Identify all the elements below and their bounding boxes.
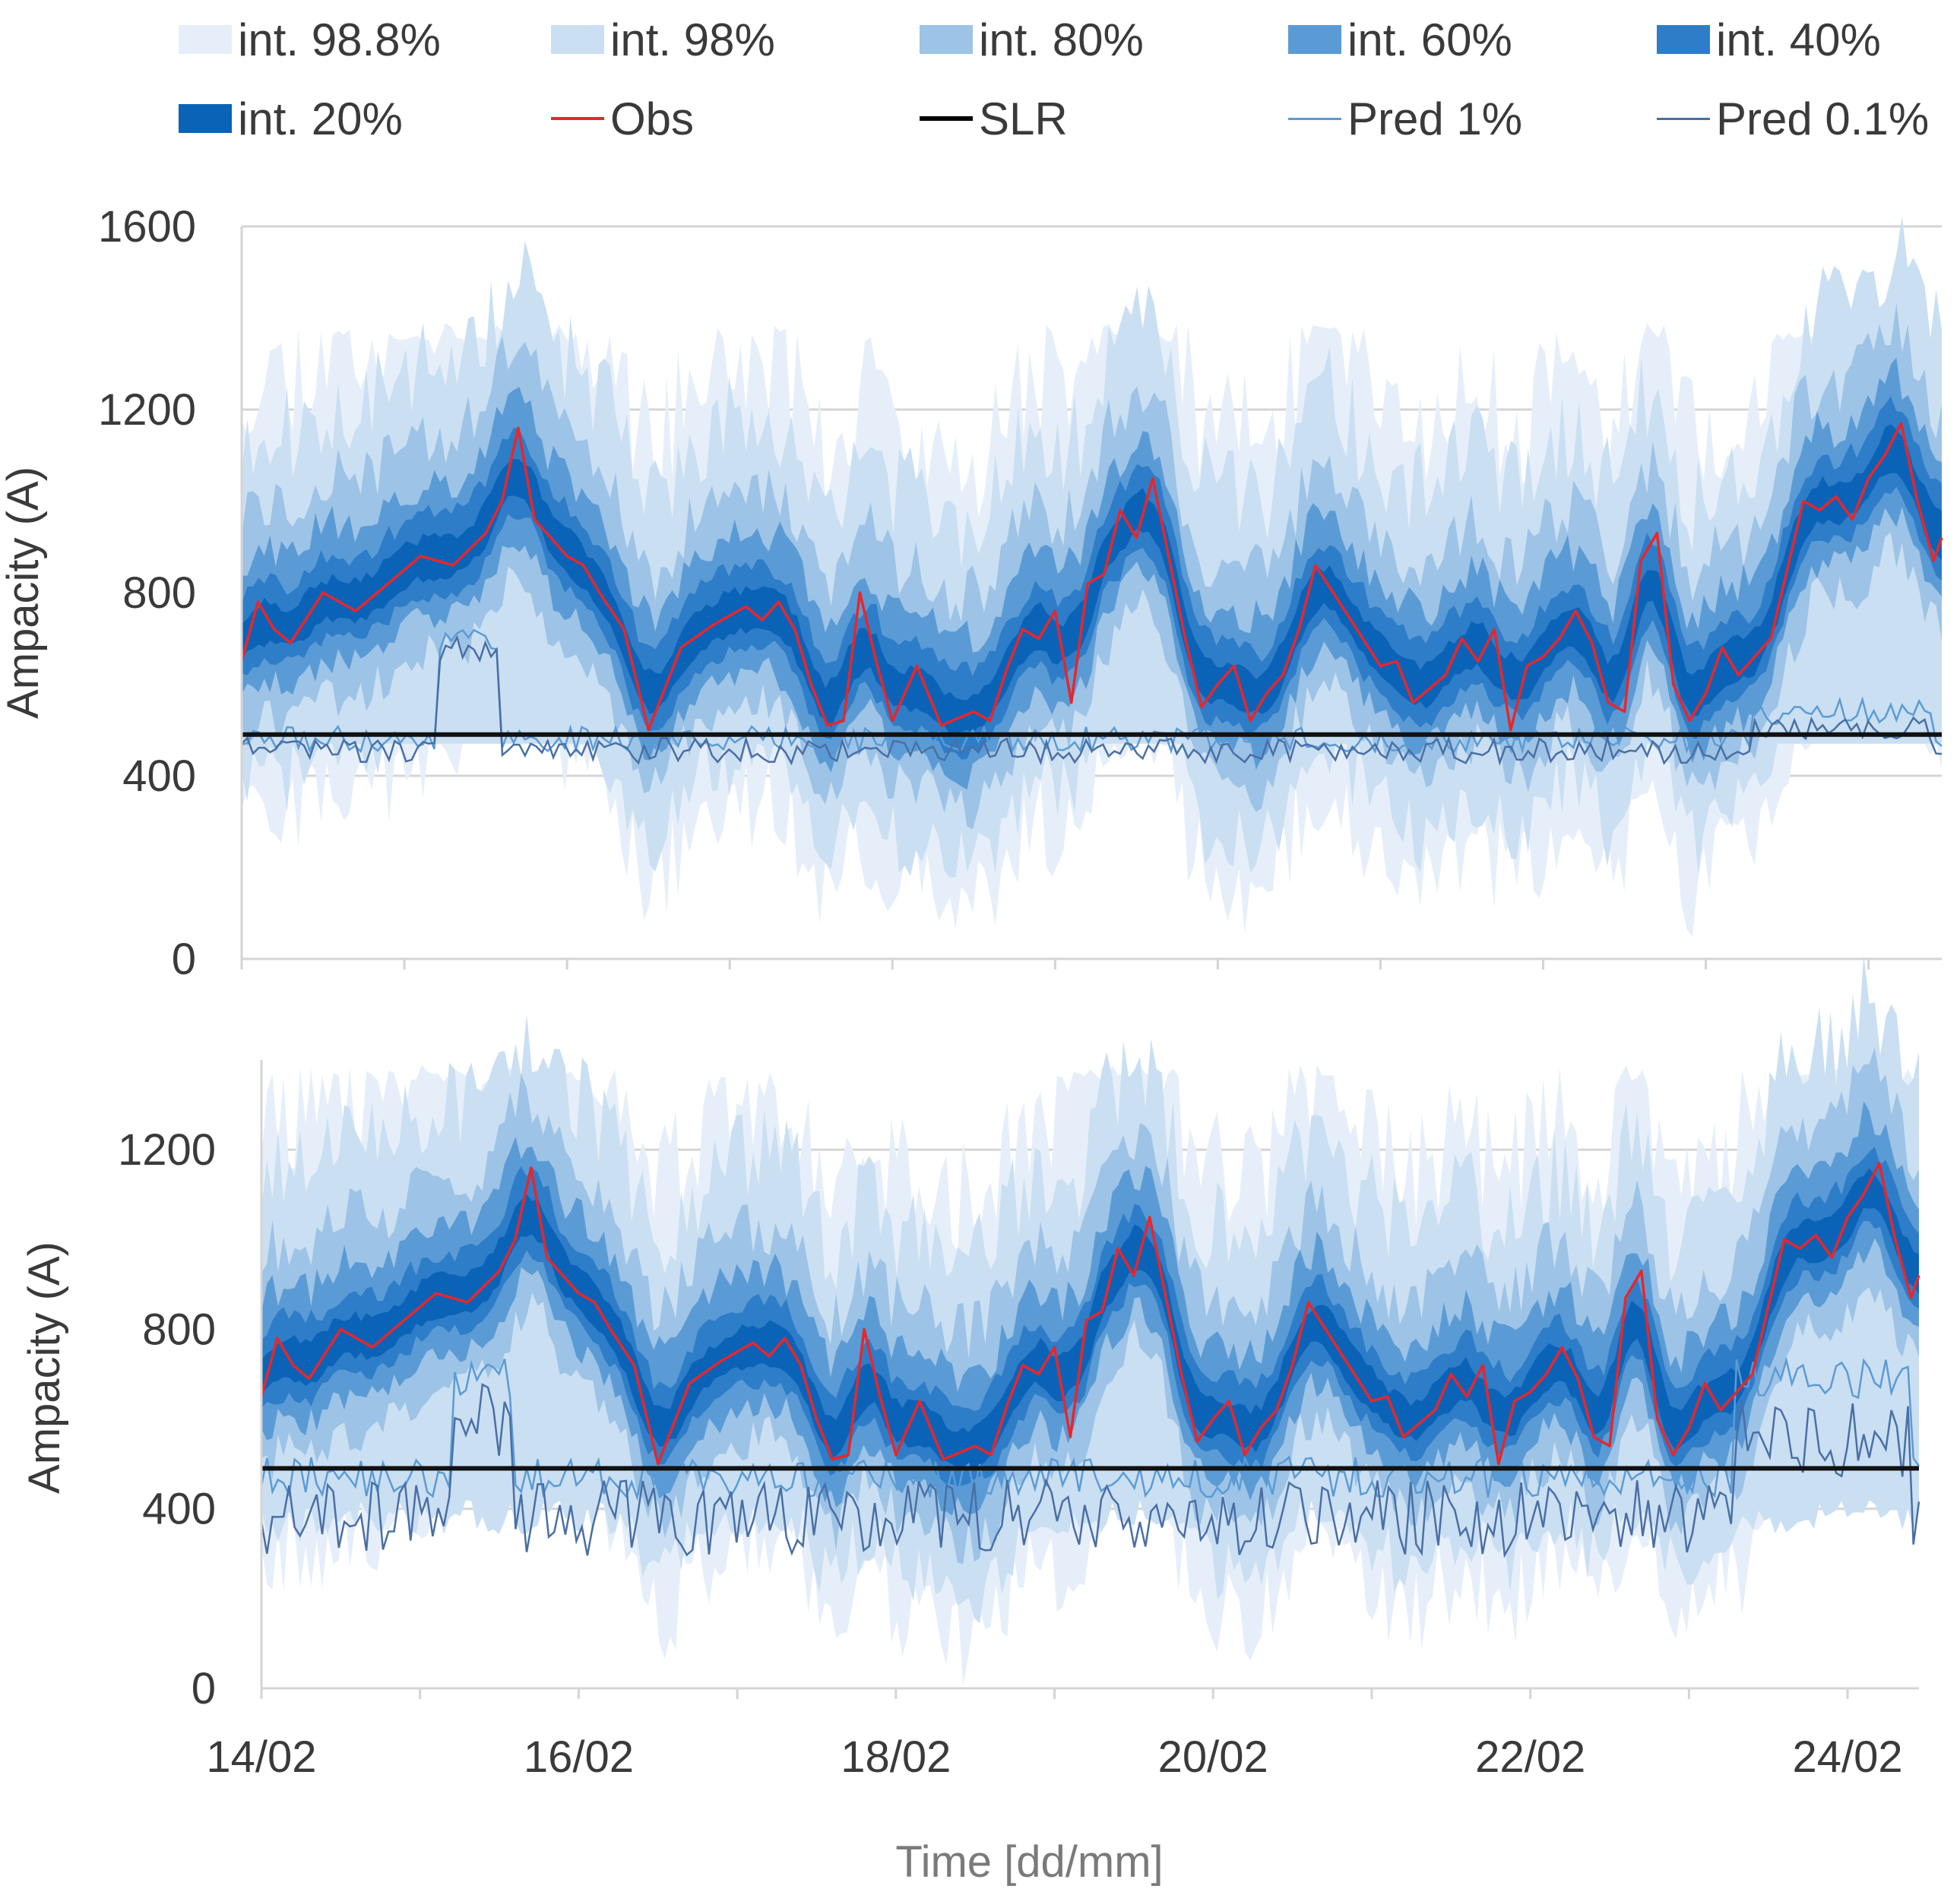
- pred-line-0-1pct: [241, 634, 1943, 766]
- legend-label: int. 98%: [610, 14, 775, 65]
- x-tick-label: 24/02: [1793, 1732, 1903, 1782]
- legend-item: Pred 0.1%: [1657, 88, 1929, 149]
- legend-item: SLR: [920, 88, 1068, 149]
- legend-item: Obs: [551, 88, 694, 149]
- legend-line-swatch: [920, 116, 973, 121]
- y-tick-label: 0: [172, 935, 196, 984]
- panel-top: 0 400 800 1200 1600 Ampacity (A): [0, 202, 1943, 984]
- y-tick-label: 800: [122, 568, 196, 618]
- legend-swatch: [1288, 25, 1341, 54]
- y-tick-label: 800: [142, 1305, 216, 1354]
- x-tick-label: 18/02: [841, 1732, 951, 1782]
- legend-item: int. 60%: [1288, 9, 1512, 70]
- legend-label: int. 80%: [979, 14, 1144, 65]
- legend-line-swatch: [551, 117, 604, 120]
- x-tick-label: 20/02: [1158, 1732, 1268, 1782]
- legend-line-swatch: [1657, 117, 1710, 120]
- panel-bottom: 0 400 800 1200 Ampacity (A) 14/02 16/02 18/02 20…: [20, 954, 1920, 1887]
- legend-label: int. 40%: [1716, 14, 1881, 65]
- legend-label: Pred 0.1%: [1716, 93, 1930, 144]
- y-tick-label: 1200: [118, 1125, 216, 1175]
- legend-label: int. 20%: [238, 93, 403, 144]
- x-tick-label: 16/02: [524, 1732, 634, 1782]
- x-tick-label: 22/02: [1475, 1732, 1585, 1782]
- legend-item: int. 98.8%: [179, 9, 441, 70]
- y-tick-label: 1600: [98, 202, 196, 252]
- legend: int. 98.8% int. 98% int. 80% int. 60% int. 4…: [0, 0, 1960, 152]
- legend-item: Pred 1%: [1288, 88, 1522, 149]
- obs-line: [260, 1162, 1920, 1466]
- legend-swatch: [179, 104, 232, 133]
- y-axis-title: Ampacity (A): [20, 1242, 69, 1494]
- legend-swatch: [179, 25, 232, 54]
- legend-item: int. 40%: [1657, 9, 1881, 70]
- legend-swatch: [1657, 25, 1710, 54]
- legend-label: int. 60%: [1347, 14, 1512, 65]
- obs-line: [240, 422, 1943, 732]
- x-tick-label: 14/02: [206, 1732, 316, 1782]
- band-int-20-: [242, 424, 1942, 735]
- legend-item: int. 98%: [551, 9, 775, 70]
- legend-label: SLR: [979, 93, 1068, 144]
- legend-label: Obs: [610, 93, 695, 144]
- legend-label: Pred 1%: [1347, 93, 1523, 144]
- y-tick-label: 1200: [98, 385, 196, 435]
- pred-line-0-1pct: [260, 1383, 1920, 1558]
- legend-item: int. 80%: [920, 9, 1144, 70]
- x-axis-title: Time [dd/mm]: [895, 1837, 1163, 1887]
- legend-swatch: [920, 25, 973, 54]
- legend-line-swatch: [1288, 117, 1341, 120]
- legend-item: int. 20%: [179, 88, 403, 149]
- legend-swatch: [551, 25, 604, 54]
- y-tick-label: 0: [192, 1664, 216, 1713]
- y-tick-label: 400: [122, 751, 196, 801]
- y-axis-title: Ampacity (A): [0, 467, 48, 719]
- y-tick-label: 400: [142, 1485, 216, 1534]
- pred-line-1pct: [260, 1356, 1920, 1501]
- legend-label: int. 98.8%: [238, 14, 441, 65]
